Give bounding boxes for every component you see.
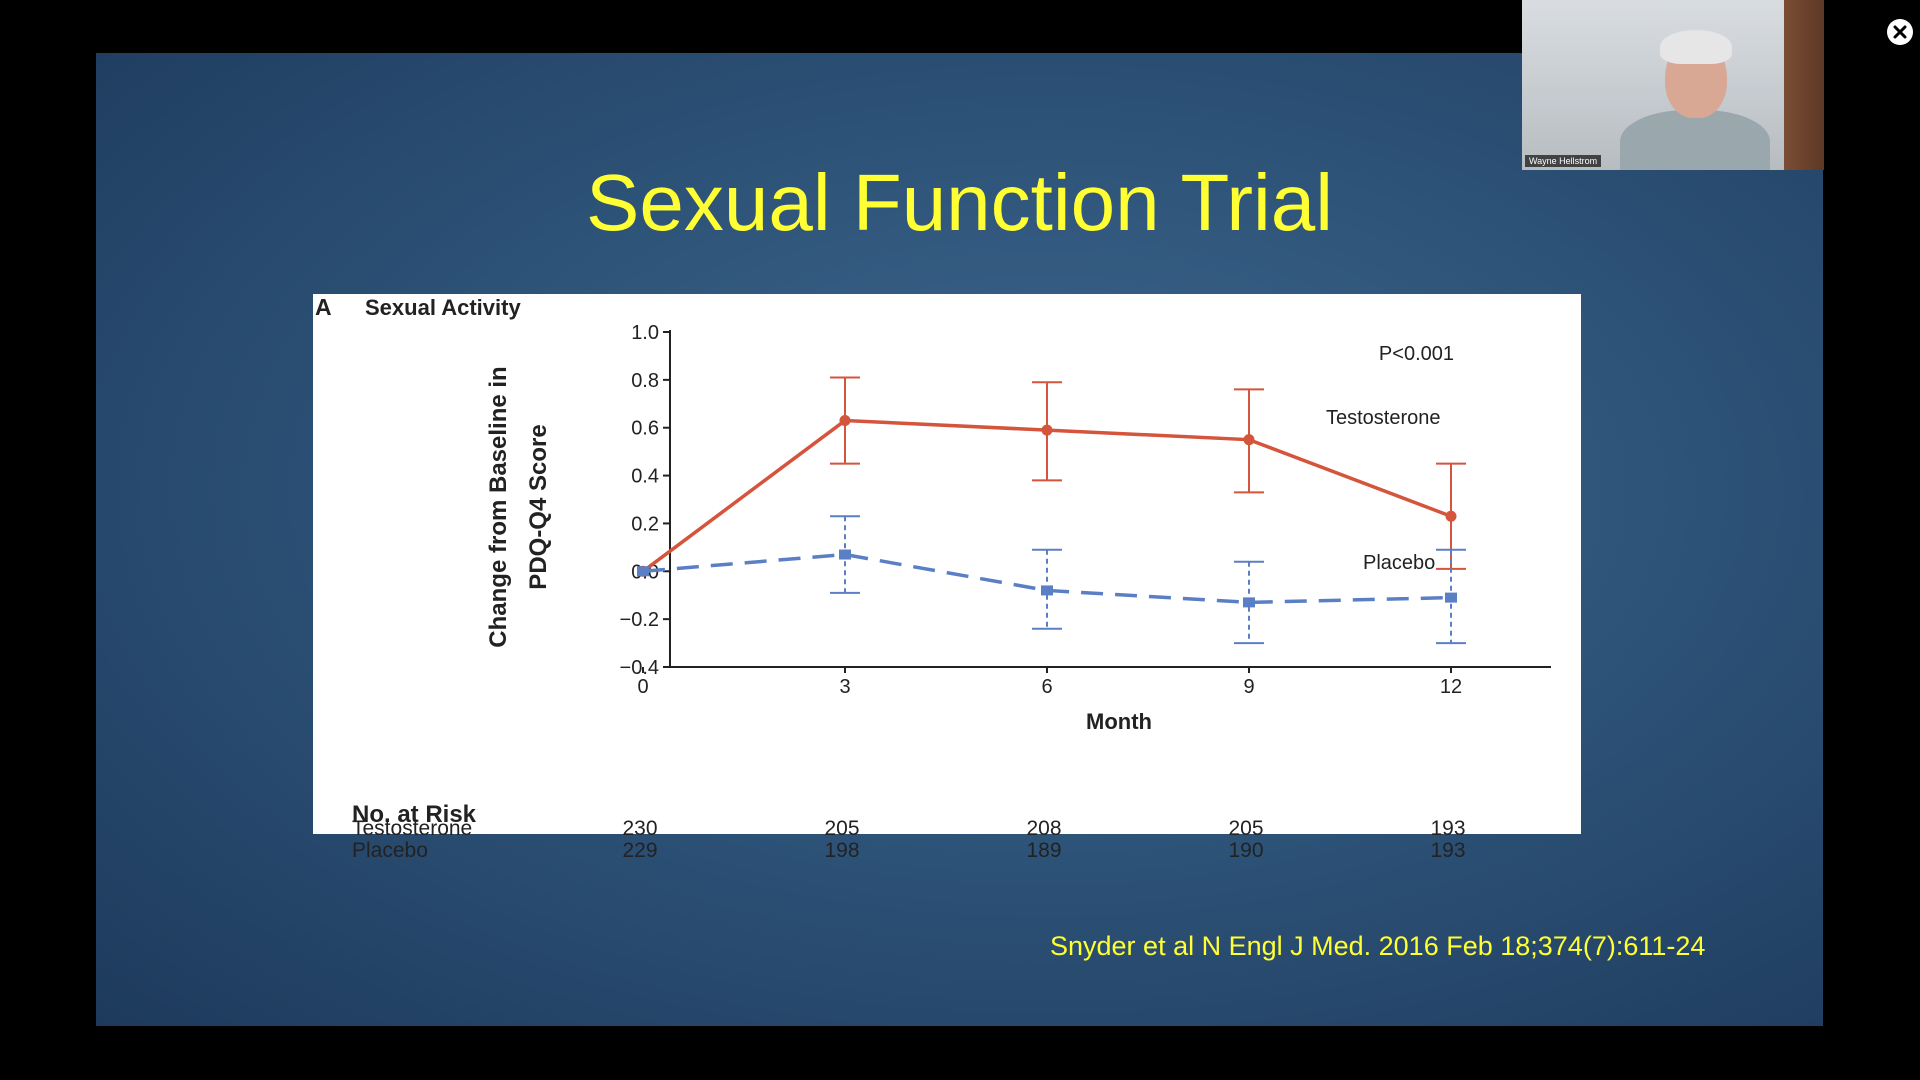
data-point-testosterone bbox=[1445, 510, 1457, 522]
risk-value: 190 bbox=[1228, 839, 1264, 862]
participant-name-label: Wayne Hellstrom bbox=[1525, 155, 1602, 167]
data-point-testosterone bbox=[1041, 424, 1053, 436]
y-tick-label: 0.2 bbox=[631, 513, 659, 535]
risk-value: 205 bbox=[824, 817, 860, 840]
x-axis-label: Month bbox=[1086, 709, 1152, 734]
participant-hair bbox=[1660, 30, 1732, 64]
data-point-testosterone bbox=[839, 415, 851, 427]
citation: Snyder et al N Engl J Med. 2016 Feb 18;3… bbox=[1050, 931, 1706, 961]
data-point-placebo bbox=[1041, 585, 1053, 596]
data-point-placebo bbox=[839, 549, 851, 560]
chart-marks: Testosterone Placebo bbox=[637, 376, 1466, 645]
x-tick-label: 9 bbox=[1243, 676, 1254, 698]
x-tick-label: 6 bbox=[1041, 676, 1052, 698]
chart-panel-label: A bbox=[315, 294, 332, 320]
close-icon bbox=[1893, 25, 1907, 39]
data-point-placebo bbox=[1243, 597, 1255, 608]
close-button[interactable] bbox=[1887, 19, 1913, 45]
x-tick-label: 3 bbox=[839, 676, 850, 698]
chart-axes bbox=[669, 330, 1551, 668]
risk-value: 193 bbox=[1430, 839, 1466, 862]
y-tick-label: −0.4 bbox=[620, 657, 659, 679]
y-tick-label: −0.2 bbox=[620, 609, 659, 631]
risk-value: 189 bbox=[1026, 839, 1062, 862]
data-point-placebo bbox=[1445, 592, 1457, 603]
y-axis-label-line-1: Change from Baseline in bbox=[485, 366, 512, 647]
y-tick-label: 0.6 bbox=[631, 418, 659, 440]
x-tick-label: 0 bbox=[637, 676, 648, 698]
participant-body bbox=[1620, 110, 1770, 170]
risk-value: 198 bbox=[824, 839, 860, 862]
risk-value: 229 bbox=[622, 839, 658, 862]
chart-figure: A Sexual Activity Change from Baseline i… bbox=[313, 294, 1581, 862]
y-tick-label: 0.4 bbox=[631, 466, 659, 488]
risk-table-title: No. at Risk bbox=[352, 801, 477, 828]
risk-value: 230 bbox=[622, 817, 658, 840]
risk-value: 208 bbox=[1026, 817, 1062, 840]
slide-title: Sexual Function Trial bbox=[585, 158, 1334, 247]
video-background bbox=[1784, 0, 1824, 170]
data-point-placebo bbox=[637, 566, 649, 577]
chart-title: Sexual Activity bbox=[365, 295, 521, 320]
y-tick-label: 0.8 bbox=[631, 370, 659, 392]
series-label-placebo: Placebo bbox=[1363, 552, 1435, 574]
p-value-annotation: P<0.001 bbox=[1379, 343, 1454, 365]
y-tick-label: 1.0 bbox=[631, 322, 659, 344]
chart: A Sexual Activity Change from Baseline i… bbox=[315, 294, 1551, 734]
risk-row-label: Testosterone bbox=[352, 817, 473, 840]
risk-row-label: Placebo bbox=[352, 839, 428, 862]
participant-video[interactable]: Wayne Hellstrom bbox=[1522, 0, 1824, 170]
presentation-slide: Sexual Function Trial A Sexual Activity … bbox=[96, 53, 1823, 1026]
x-tick-label: 12 bbox=[1440, 676, 1462, 698]
series-label-testosterone: Testosterone bbox=[1326, 407, 1441, 429]
risk-value: 193 bbox=[1430, 817, 1466, 840]
risk-value: 205 bbox=[1228, 817, 1264, 840]
data-point-testosterone bbox=[1243, 434, 1255, 446]
y-axis-label-line-2: PDQ-Q4 Score bbox=[525, 424, 552, 589]
